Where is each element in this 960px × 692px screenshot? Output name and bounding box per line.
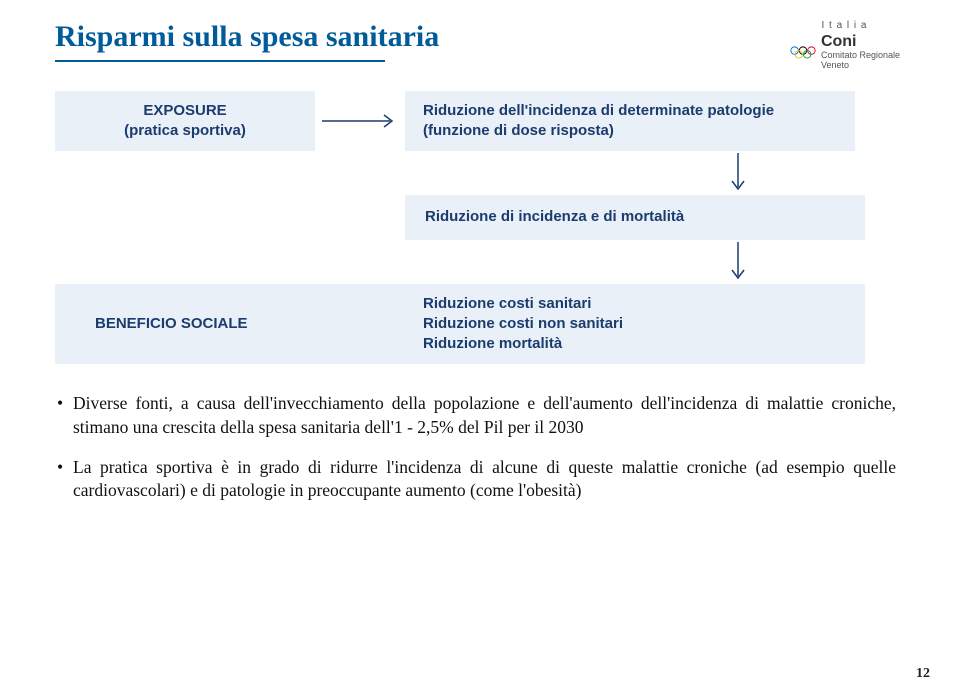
olympic-rings-icon: [789, 44, 817, 60]
logo-coni: Coni: [821, 33, 900, 51]
reduz3-line2: Riduzione costi non sanitari: [423, 314, 847, 334]
logo-sub2: Veneto: [821, 61, 900, 71]
exposure-line2: (pratica sportiva): [73, 121, 297, 141]
reduz1-line2: (funzione di dose risposta): [423, 121, 837, 141]
page-title: Risparmi sulla spesa sanitaria: [55, 20, 789, 54]
logo-italia: I t a l i a: [821, 20, 867, 31]
bullet-item: La pratica sportiva è in grado di ridurr…: [73, 456, 900, 503]
exposure-line1: EXPOSURE: [73, 101, 297, 121]
arrow-down-icon: [55, 151, 900, 195]
bullet-list: Diverse fonti, a causa dell'invecchiamen…: [55, 392, 900, 503]
benef-text: BENEFICIO SOCIALE: [95, 314, 248, 334]
page-number: 12: [916, 666, 930, 682]
bullet-item: Diverse fonti, a causa dell'invecchiamen…: [73, 392, 900, 439]
arrow-down-icon: [55, 240, 900, 284]
arrow-right-icon: [315, 91, 405, 152]
reduz3-line1: Riduzione costi sanitari: [423, 294, 847, 314]
reduz2-text: Riduzione di incidenza e di mortalità: [425, 208, 684, 225]
box-cost-reductions: Riduzione costi sanitari Riduzione costi…: [405, 284, 865, 365]
flow-diagram: EXPOSURE (pratica sportiva) Riduzione de…: [55, 91, 900, 365]
box-reduction-mortality: Riduzione di incidenza e di mortalità: [405, 195, 865, 239]
box-social-benefit: BENEFICIO SOCIALE: [55, 284, 405, 365]
reduz3-line3: Riduzione mortalità: [423, 334, 847, 354]
reduz1-line1: Riduzione dell'incidenza di determinate …: [423, 101, 837, 121]
coni-logo: I t a l i a Coni Comitato Regionale Vene…: [789, 20, 900, 71]
box-reduction-incidence: Riduzione dell'incidenza di determinate …: [405, 91, 855, 152]
box-exposure: EXPOSURE (pratica sportiva): [55, 91, 315, 152]
title-underline: [55, 60, 385, 62]
